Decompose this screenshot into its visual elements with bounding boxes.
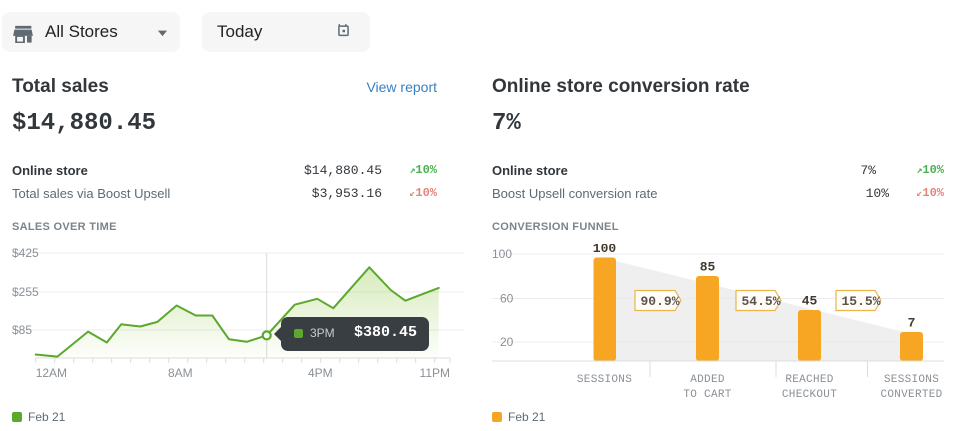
svg-text:11PM: 11PM bbox=[420, 366, 450, 380]
svg-text:$255: $255 bbox=[12, 285, 39, 299]
svg-text:54.5%: 54.5% bbox=[742, 294, 781, 309]
svg-text:45: 45 bbox=[802, 294, 818, 309]
svg-text:60: 60 bbox=[500, 292, 514, 306]
svg-text:100: 100 bbox=[593, 244, 617, 256]
svg-text:ADDED: ADDED bbox=[690, 374, 725, 386]
svg-text:CONVERTED: CONVERTED bbox=[880, 389, 942, 401]
svg-text:85: 85 bbox=[700, 260, 716, 275]
svg-text:CHECKOUT: CHECKOUT bbox=[782, 389, 837, 401]
svg-text:100: 100 bbox=[492, 247, 512, 261]
svg-text:7: 7 bbox=[908, 316, 916, 331]
svg-text:90.9%: 90.9% bbox=[641, 294, 680, 309]
svg-text:15.5%: 15.5% bbox=[842, 294, 881, 309]
svg-text:TO CART: TO CART bbox=[683, 389, 731, 401]
svg-text:$85: $85 bbox=[12, 323, 32, 337]
svg-text:$425: $425 bbox=[12, 246, 39, 260]
svg-text:REACHED: REACHED bbox=[785, 374, 833, 386]
svg-text:SESSIONS: SESSIONS bbox=[577, 374, 632, 386]
svg-text:8AM: 8AM bbox=[168, 366, 193, 380]
svg-text:12AM: 12AM bbox=[36, 366, 67, 380]
svg-text:SESSIONS: SESSIONS bbox=[884, 374, 939, 386]
svg-text:4PM: 4PM bbox=[308, 366, 333, 380]
svg-text:20: 20 bbox=[500, 335, 514, 349]
